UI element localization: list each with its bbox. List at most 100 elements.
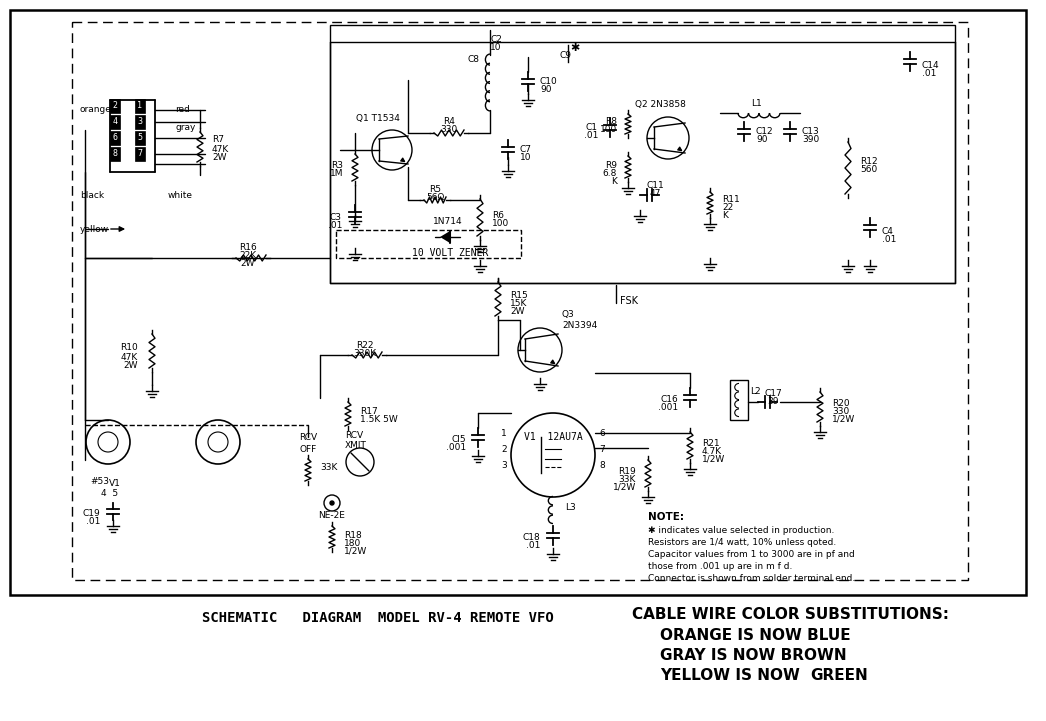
Text: 1/2W: 1/2W bbox=[613, 482, 636, 492]
Text: 10 VOLT ZENER: 10 VOLT ZENER bbox=[412, 248, 488, 258]
Text: C11: C11 bbox=[646, 180, 664, 190]
Text: ORANGE IS NOW BLUE: ORANGE IS NOW BLUE bbox=[660, 628, 850, 643]
Text: 2: 2 bbox=[113, 102, 117, 110]
Circle shape bbox=[329, 501, 334, 505]
Text: 1/2W: 1/2W bbox=[832, 415, 856, 423]
Text: R11: R11 bbox=[722, 195, 740, 205]
Text: 8: 8 bbox=[599, 461, 605, 469]
Text: 22K: 22K bbox=[240, 252, 256, 260]
Text: 100: 100 bbox=[492, 218, 509, 228]
Text: C1: C1 bbox=[586, 123, 598, 133]
Text: orange: orange bbox=[79, 105, 112, 115]
Bar bbox=[110, 99, 120, 113]
Text: OFF: OFF bbox=[299, 446, 317, 454]
Text: red: red bbox=[175, 105, 190, 115]
Text: C4: C4 bbox=[882, 226, 894, 236]
Text: C14: C14 bbox=[922, 61, 939, 69]
Bar bbox=[135, 131, 145, 145]
Text: 2W: 2W bbox=[123, 361, 138, 371]
Text: Q1 T1534: Q1 T1534 bbox=[356, 113, 400, 123]
Text: 2W: 2W bbox=[241, 260, 255, 268]
Text: R4: R4 bbox=[444, 118, 455, 126]
Text: 90: 90 bbox=[756, 136, 768, 144]
Text: R10: R10 bbox=[120, 343, 138, 353]
Text: 3: 3 bbox=[501, 461, 507, 469]
Bar bbox=[110, 131, 120, 145]
Text: .001: .001 bbox=[446, 443, 467, 453]
Text: 90: 90 bbox=[540, 86, 551, 94]
Text: 560: 560 bbox=[860, 166, 878, 174]
Text: C8: C8 bbox=[468, 56, 480, 64]
Text: 6: 6 bbox=[113, 133, 117, 143]
Text: yellow: yellow bbox=[79, 226, 109, 234]
Text: 1M: 1M bbox=[329, 169, 343, 177]
Text: L2: L2 bbox=[750, 387, 760, 397]
Text: 47K: 47K bbox=[212, 144, 229, 154]
Text: 39: 39 bbox=[768, 397, 779, 405]
Text: C17: C17 bbox=[765, 389, 781, 397]
Text: YELLOW IS NOW: YELLOW IS NOW bbox=[660, 668, 805, 683]
Text: 47: 47 bbox=[650, 188, 661, 198]
Text: 330: 330 bbox=[832, 407, 849, 415]
Text: R12: R12 bbox=[860, 157, 878, 167]
Text: K: K bbox=[611, 177, 617, 185]
Text: C7: C7 bbox=[520, 146, 532, 154]
Text: 330K: 330K bbox=[354, 348, 377, 358]
Text: Resistors are 1/4 watt, 10% unless qoted.: Resistors are 1/4 watt, 10% unless qoted… bbox=[649, 538, 836, 547]
Text: GRAY IS NOW BROWN: GRAY IS NOW BROWN bbox=[660, 648, 846, 663]
Bar bbox=[72, 22, 968, 580]
Text: .01: .01 bbox=[526, 541, 540, 551]
Text: R20: R20 bbox=[832, 399, 849, 407]
Text: FSK: FSK bbox=[620, 296, 638, 306]
Text: 7: 7 bbox=[137, 149, 142, 159]
Text: .01: .01 bbox=[882, 234, 896, 244]
Text: R22: R22 bbox=[357, 340, 373, 350]
Text: 3: 3 bbox=[137, 118, 142, 126]
Text: 33K: 33K bbox=[320, 464, 338, 472]
Text: 390: 390 bbox=[802, 136, 819, 144]
Text: R9: R9 bbox=[605, 161, 617, 169]
Text: gray: gray bbox=[175, 123, 196, 133]
Bar bbox=[730, 380, 748, 420]
Text: ✱ indicates value selected in production.: ✱ indicates value selected in production… bbox=[649, 526, 835, 535]
Text: R8: R8 bbox=[605, 118, 617, 126]
Text: 1/2W: 1/2W bbox=[344, 547, 367, 555]
Bar bbox=[110, 147, 120, 161]
Text: ✱: ✱ bbox=[570, 43, 579, 53]
Text: 330: 330 bbox=[440, 125, 458, 135]
Bar bbox=[135, 115, 145, 129]
Text: L3: L3 bbox=[565, 503, 575, 513]
Text: R3: R3 bbox=[331, 161, 343, 169]
Text: 15K: 15K bbox=[510, 298, 527, 307]
Text: black: black bbox=[79, 190, 105, 200]
Bar bbox=[336, 230, 521, 258]
Text: 2W: 2W bbox=[510, 306, 524, 316]
Text: C19: C19 bbox=[83, 510, 100, 518]
Text: .01: .01 bbox=[327, 221, 342, 229]
Text: L1: L1 bbox=[752, 99, 763, 107]
Text: .001: .001 bbox=[658, 404, 678, 412]
Text: 56Ω: 56Ω bbox=[426, 193, 445, 203]
Text: C3: C3 bbox=[329, 213, 342, 221]
Text: V1: V1 bbox=[109, 479, 121, 489]
Text: 22: 22 bbox=[722, 203, 733, 213]
Bar bbox=[329, 25, 955, 283]
Text: those from .001 up are in m f d.: those from .001 up are in m f d. bbox=[649, 562, 793, 571]
Text: R7: R7 bbox=[212, 136, 224, 144]
Text: 1/2W: 1/2W bbox=[702, 454, 725, 464]
Polygon shape bbox=[440, 231, 450, 243]
Bar bbox=[135, 99, 145, 113]
Text: 4  5: 4 5 bbox=[101, 490, 118, 498]
Text: 1: 1 bbox=[501, 428, 507, 438]
Text: 4: 4 bbox=[113, 118, 117, 126]
Text: 1N714: 1N714 bbox=[433, 218, 462, 226]
Text: R15: R15 bbox=[510, 291, 528, 299]
Text: white: white bbox=[168, 190, 194, 200]
Text: 10: 10 bbox=[520, 154, 531, 162]
Text: .01: .01 bbox=[86, 518, 100, 526]
Text: C9: C9 bbox=[559, 50, 571, 60]
Text: CI5: CI5 bbox=[452, 435, 467, 445]
Text: .01: .01 bbox=[922, 68, 936, 77]
Text: 6: 6 bbox=[599, 428, 605, 438]
Bar bbox=[135, 147, 145, 161]
